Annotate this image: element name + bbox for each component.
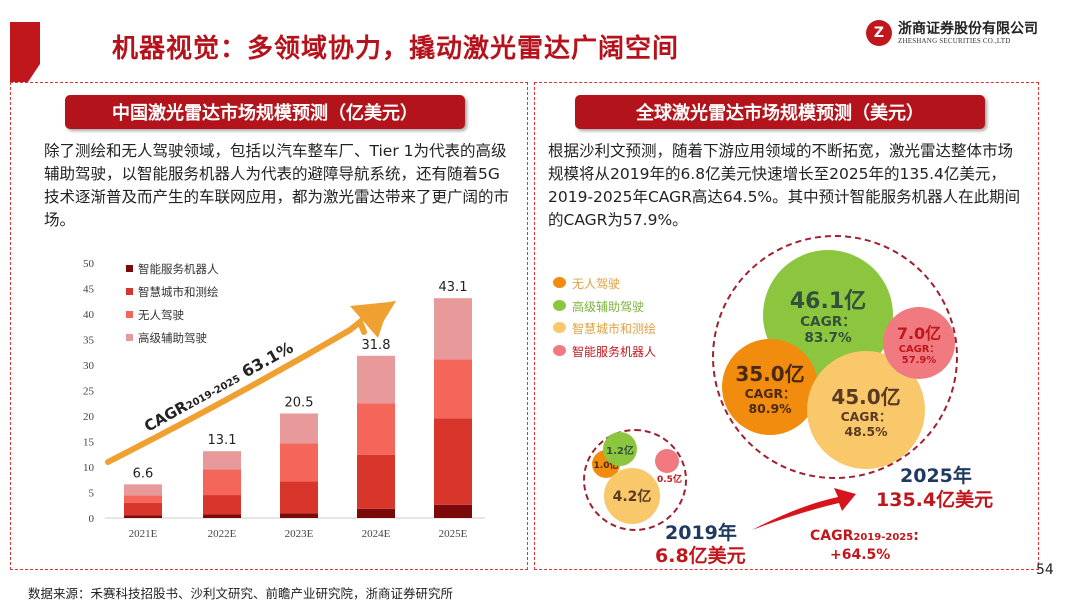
legend-label: 智慧城市和测绘 xyxy=(138,285,219,299)
bar-segment xyxy=(357,355,395,404)
bar-segment xyxy=(280,513,318,518)
y-tick-label: 40 xyxy=(83,309,95,321)
bar-segment xyxy=(280,413,318,444)
logo-name-cn: 浙商证券股份有限公司 xyxy=(898,21,1038,37)
bar-segment xyxy=(124,515,162,518)
bar-segment xyxy=(357,508,395,518)
ring-2025 xyxy=(712,235,958,479)
right-panel xyxy=(534,82,1039,570)
bubble-cagr: CAGR：80.9% xyxy=(744,386,796,416)
y-tick-label: 45 xyxy=(83,284,95,296)
right-section-heading: 全球激光雷达市场规模预测（美元） xyxy=(575,95,985,129)
left-description: 除了测绘和无人驾驶领域，包括以汽车整车厂、Tier 1为代表的高级辅助驾驶，以智… xyxy=(44,142,510,229)
legend-label: 无人驾驶 xyxy=(138,308,184,322)
bar-segment xyxy=(434,359,472,419)
legend-label: 智能服务机器人 xyxy=(138,262,219,276)
bar-total-label: 31.8 xyxy=(362,338,391,353)
red-arrow-icon xyxy=(752,488,856,530)
bar-segment xyxy=(280,481,318,514)
overall-cagr-label: CAGR2019-2025: xyxy=(810,528,919,544)
bar-segment xyxy=(203,451,241,470)
bar-segment xyxy=(357,403,395,455)
bar-segment xyxy=(124,502,162,516)
bubble-value: 35.0亿 xyxy=(735,362,805,387)
y-tick-label: 35 xyxy=(83,335,95,347)
x-tick-label: 2021E xyxy=(129,528,158,540)
right-description: 根据沙利文预测，随着下游应用领域的不断拓宽，激光雷达整体市场规模将从2019年的… xyxy=(548,142,1021,229)
bar-total-label: 20.5 xyxy=(285,395,314,410)
y-tick-label: 10 xyxy=(83,462,95,474)
total-2025: 135.4亿美元 xyxy=(876,489,994,511)
y-tick-label: 15 xyxy=(83,437,95,449)
bubble-cagr: CAGR：48.5% xyxy=(840,409,892,439)
bubble-2019: 4.2亿 xyxy=(604,468,660,524)
cagr-arrow-head xyxy=(350,302,390,338)
legend-label: 智能服务机器人 xyxy=(572,344,657,359)
y-tick-label: 30 xyxy=(83,360,95,372)
bar-segment xyxy=(357,454,395,509)
legend-swatch xyxy=(126,334,133,341)
bubble-2025: 35.0亿 CAGR：80.9% xyxy=(722,339,818,435)
legend-label: 高级辅助驾驶 xyxy=(572,299,645,314)
bar-segment xyxy=(280,443,318,482)
overall-cagr-value: +64.5% xyxy=(830,547,891,563)
bar-total-label: 43.1 xyxy=(439,280,468,295)
total-2019: 6.8亿美元 xyxy=(655,545,746,567)
data-source: 数据来源：禾赛科技招股书、沙利文研究、前瞻产业研究院，浙商证券研究所 xyxy=(28,586,454,601)
y-tick-label: 5 xyxy=(89,488,95,500)
bar-segment xyxy=(434,298,472,360)
left-section-heading: 中国激光雷达市场规模预测（亿美元） xyxy=(65,95,465,129)
y-tick-label: 20 xyxy=(83,411,95,423)
legend-swatch xyxy=(126,288,133,295)
legend-label: 高级辅助驾驶 xyxy=(138,331,207,345)
bar-segment xyxy=(203,469,241,496)
bar-total-label: 13.1 xyxy=(208,433,237,448)
y-tick-label: 50 xyxy=(83,258,95,270)
bar-segment xyxy=(434,418,472,505)
year-label-2019: 2019年 xyxy=(665,522,737,544)
bar-segment xyxy=(434,504,472,518)
bubble-value: 7.0亿 xyxy=(896,323,942,343)
bubble-value: 0.5亿 xyxy=(657,475,682,485)
legend-dot xyxy=(553,299,566,311)
bar-segment xyxy=(203,514,241,518)
x-tick-label: 2025E xyxy=(439,528,468,540)
legend-swatch xyxy=(126,265,133,272)
bar-segment xyxy=(124,484,162,496)
legend-swatch xyxy=(126,311,133,318)
y-tick-label: 25 xyxy=(83,386,95,398)
legend-dot xyxy=(553,322,566,333)
x-tick-label: 2024E xyxy=(362,528,391,540)
bubble-cagr: CAGR：83.7% xyxy=(800,314,856,346)
x-tick-label: 2022E xyxy=(208,528,237,540)
company-logo: Z 浙商证券股份有限公司 ZHESHANG SECURITIES CO.,LTD xyxy=(866,20,1038,46)
bubble-2019 xyxy=(655,449,679,473)
bubble-2025: 7.0亿 CAGR：57.9% xyxy=(883,307,955,379)
legend-label: 智慧城市和测绘 xyxy=(572,322,657,336)
left-panel xyxy=(10,82,528,570)
legend-label: 无人驾驶 xyxy=(572,277,621,291)
x-tick-label: 2023E xyxy=(285,528,314,540)
logo-icon: Z xyxy=(866,20,892,46)
bar-segment xyxy=(203,495,241,515)
page-number: 54 xyxy=(1036,562,1054,578)
legend-dot xyxy=(553,344,566,356)
china-lidar-stacked-bar-chart: 0 5 10 15 20 25 30 35 40 45 50 6.6 2021E 13.1 2022E 20.… xyxy=(83,258,485,540)
bubble-value: 46.1亿 xyxy=(789,289,867,315)
year-label-2025: 2025年 xyxy=(900,465,972,487)
bar-segment xyxy=(124,495,162,503)
bubble-cagr: CAGR：57.9% xyxy=(898,343,940,366)
bar-total-label: 6.6 xyxy=(133,466,154,481)
y-tick-label: 0 xyxy=(89,513,95,525)
ring-2019 xyxy=(583,429,687,531)
bubble-2019: 1.2亿 xyxy=(603,432,637,466)
logo-name-en: ZHESHANG SECURITIES CO.,LTD xyxy=(898,37,1011,45)
page-title: 机器视觉：多领域协力，撬动激光雷达广阔空间 xyxy=(112,34,680,64)
legend-dot xyxy=(553,277,566,288)
bubble-value: 45.0亿 xyxy=(831,385,901,410)
